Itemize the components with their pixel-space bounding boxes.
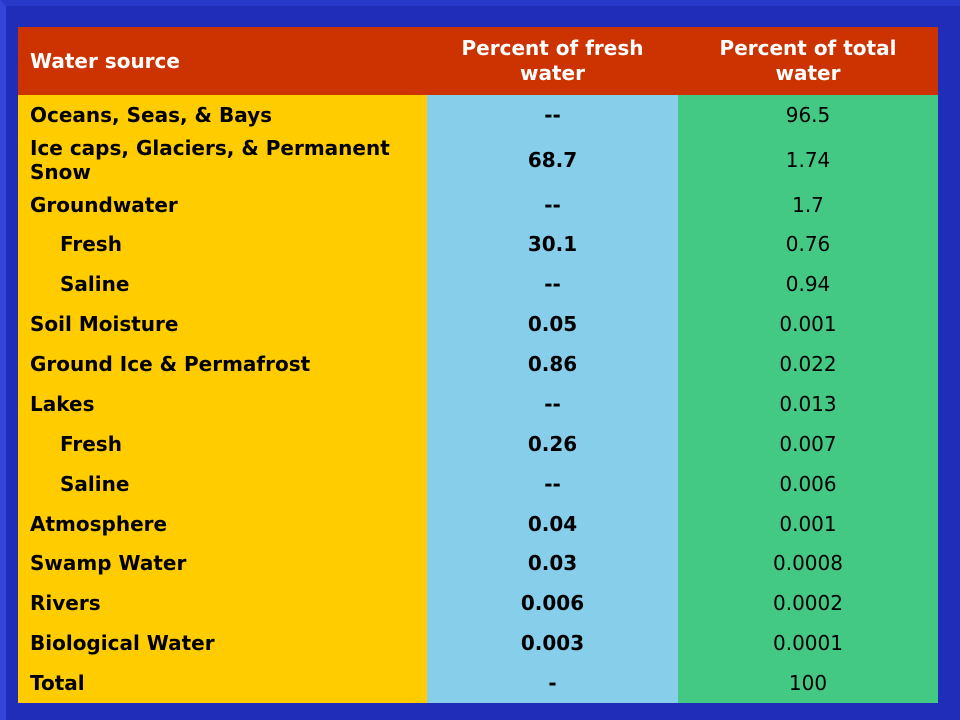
cell-percent-fresh: --: [427, 184, 678, 225]
cell-water-source: Atmosphere: [18, 503, 427, 544]
cell-percent-total: 0.0002: [678, 583, 938, 624]
cell-percent-fresh: 0.04: [427, 503, 678, 544]
cell-percent-total: 1.7: [678, 184, 938, 225]
water-distribution-table: Water source Percent of fresh water Perc…: [18, 27, 938, 703]
table-row: Total -100: [18, 663, 938, 703]
cell-water-source: Biological Water: [18, 623, 427, 664]
cell-water-source: Saline: [18, 463, 427, 504]
cell-percent-fresh: --: [427, 383, 678, 424]
table-row: Swamp Water 0.03 0.0008: [18, 543, 938, 584]
table-row: Groundwater -- 1.7: [18, 184, 938, 225]
cell-percent-total: 0.001: [678, 503, 938, 544]
table-row: Saline -- 0.94: [18, 264, 938, 305]
cell-percent-total: 0.94: [678, 264, 938, 305]
cell-percent-fresh: 0.03: [427, 543, 678, 584]
cell-percent-total: 0.001: [678, 304, 938, 345]
table-row: Atmosphere 0.04 0.001: [18, 503, 938, 544]
header-percent-fresh: Percent of fresh water: [427, 27, 678, 95]
table-row: Soil Moisture 0.05 0.001: [18, 304, 938, 345]
cell-water-source: Groundwater: [18, 184, 427, 225]
table-row: Oceans, Seas, & Bays -- 96.5: [18, 95, 938, 135]
cell-percent-total: 0.76: [678, 224, 938, 265]
cell-water-source: Lakes: [18, 383, 427, 424]
cell-percent-total: 0.0008: [678, 543, 938, 584]
table-row: Fresh 30.1 0.76: [18, 224, 938, 265]
table-header-row: Water source Percent of fresh water Perc…: [18, 27, 938, 95]
cell-percent-fresh: -: [427, 663, 678, 703]
table-row: Rivers 0.006 0.0002: [18, 583, 938, 624]
table-row: Saline -- 0.006: [18, 463, 938, 504]
cell-percent-fresh: 0.86: [427, 344, 678, 384]
cell-water-source: Saline: [18, 264, 427, 305]
cell-percent-total: 0.0001: [678, 623, 938, 664]
header-water-source: Water source: [18, 27, 427, 95]
table-row: Fresh 0.26 0.007: [18, 423, 938, 464]
cell-percent-fresh: --: [427, 463, 678, 504]
table-row: Ice caps, Glaciers, & Permanent Snow 68.7…: [18, 134, 938, 185]
cell-percent-total: 0.013: [678, 383, 938, 424]
cell-water-source: Rivers: [18, 583, 427, 624]
cell-percent-total: 1.74: [678, 134, 938, 185]
cell-percent-total: 100: [678, 663, 938, 703]
cell-percent-fresh: --: [427, 95, 678, 135]
table-row: Biological Water 0.003 0.0001: [18, 623, 938, 664]
cell-percent-fresh: 0.003: [427, 623, 678, 664]
cell-water-source: Total: [18, 663, 427, 703]
table-body: Oceans, Seas, & Bays -- 96.5 Ice caps, Glac…: [18, 95, 938, 703]
cell-water-source: Fresh: [18, 423, 427, 464]
cell-water-source: Ice caps, Glaciers, & Permanent Snow: [18, 134, 427, 185]
cell-water-source: Fresh: [18, 224, 427, 265]
cell-percent-fresh: 68.7: [427, 134, 678, 185]
cell-percent-fresh: 30.1: [427, 224, 678, 265]
water-distribution-table-container: Water source Percent of fresh water Perc…: [18, 27, 938, 703]
header-percent-total: Percent of total water: [678, 27, 938, 95]
cell-percent-total: 96.5: [678, 95, 938, 135]
cell-percent-total: 0.007: [678, 423, 938, 464]
cell-percent-fresh: 0.006: [427, 583, 678, 624]
cell-water-source: Oceans, Seas, & Bays: [18, 95, 427, 135]
cell-percent-fresh: 0.26: [427, 423, 678, 464]
table-row: Ground Ice & Permafrost 0.86 0.022: [18, 344, 938, 384]
cell-water-source: Soil Moisture: [18, 304, 427, 345]
cell-water-source: Swamp Water: [18, 543, 427, 584]
cell-percent-total: 0.022: [678, 344, 938, 384]
cell-water-source: Ground Ice & Permafrost: [18, 344, 427, 384]
cell-percent-total: 0.006: [678, 463, 938, 504]
table-row: Lakes -- 0.013: [18, 383, 938, 424]
cell-percent-fresh: --: [427, 264, 678, 305]
cell-percent-fresh: 0.05: [427, 304, 678, 345]
